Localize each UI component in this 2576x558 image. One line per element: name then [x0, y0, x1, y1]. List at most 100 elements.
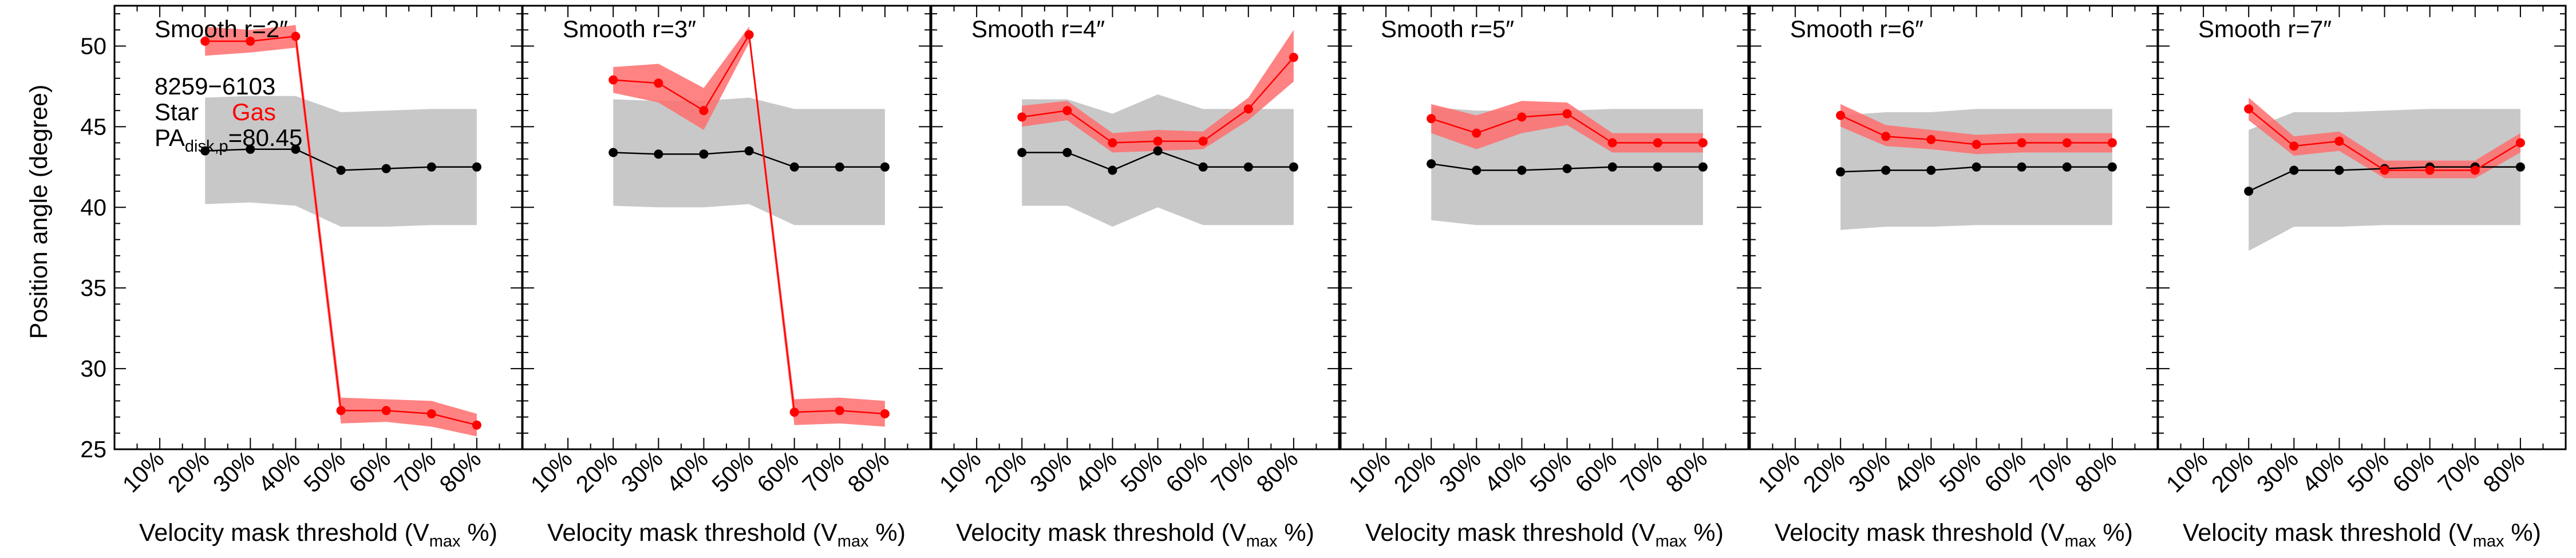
panel-title: Smooth r=5″ [1381, 15, 1514, 42]
gas-data-point [1881, 132, 1891, 141]
y-tick-label: 40 [80, 194, 106, 220]
legend-star-label: Star [155, 98, 199, 125]
plot-frame [1749, 5, 2159, 450]
gas-data-point [200, 37, 210, 46]
gas-data-point [1062, 106, 1072, 116]
star-data-point [2244, 187, 2254, 196]
star-data-point [1427, 159, 1436, 169]
gas-uncertainty-band [1840, 104, 2112, 155]
x-axis-label: Velocity mask threshold (Vmax %) [2183, 519, 2541, 551]
chart-panel-3: 10%20%30%40%50%60%70%80% Smooth r=4″ Veloc… [930, 5, 1340, 551]
y-axis-label: Position angle (degree) [25, 85, 53, 339]
star-data-point [336, 165, 346, 175]
gas-data-point [880, 409, 890, 418]
chart-panel-4: 10%20%30%40%50%60%70%80% Smooth r=5″ Veloc… [1340, 5, 1749, 551]
panels: 25303540455010%20%30%40%50%60%70%80%Smoo… [80, 5, 2567, 551]
gas-data-point [1198, 136, 1208, 146]
star-data-point [1062, 148, 1072, 157]
x-tick-label: 50% [2342, 446, 2394, 498]
x-tick-label: 70% [2433, 446, 2485, 498]
x-axis-label: Velocity mask threshold (Vmax %) [139, 519, 497, 551]
star-data-point [2334, 165, 2344, 175]
gas-data-point [2334, 136, 2344, 146]
plot-area [200, 25, 481, 437]
star-data-point [1517, 165, 1527, 175]
star-data-point [1153, 146, 1163, 156]
x-tick-label: 10% [1344, 446, 1396, 498]
star-data-point [1698, 162, 1708, 172]
star-data-point [1243, 162, 1253, 172]
gas-data-point [2289, 141, 2299, 151]
plot-frame [1340, 5, 1749, 450]
star-data-point [2515, 162, 2525, 172]
x-tick-label: 70% [797, 446, 850, 498]
star-data-point [609, 148, 618, 157]
star-data-point [1926, 165, 1936, 175]
star-data-point [654, 149, 663, 159]
gas-uncertainty-band [613, 26, 885, 427]
star-uncertainty-band [205, 96, 477, 227]
star-data-point [426, 162, 436, 172]
star-data-point [2017, 162, 2026, 172]
gas-data-point [426, 409, 436, 418]
gas-data-point [744, 30, 754, 39]
plot-frame [2157, 5, 2567, 450]
x-tick-label: 60% [2388, 446, 2440, 498]
gas-data-point [472, 420, 481, 430]
plot-area [2244, 97, 2525, 251]
legend-gas-label: Gas [232, 98, 276, 125]
gas-data-point [699, 106, 709, 116]
x-tick-label: 10% [526, 446, 578, 498]
star-data-point [1562, 164, 1572, 173]
star-data-point [472, 162, 481, 172]
x-axis-label: Velocity mask threshold (Vmax %) [1365, 519, 1724, 551]
gas-data-point [1153, 136, 1163, 146]
x-tick-label: 20% [2206, 446, 2258, 498]
plot-area [1017, 30, 1298, 227]
x-tick-label: 70% [389, 446, 441, 498]
x-tick-label: 40% [661, 446, 713, 498]
x-tick-label: 40% [1070, 446, 1122, 498]
x-tick-label: 50% [298, 446, 350, 498]
x-tick-label: 70% [1615, 446, 1668, 498]
star-data-point [835, 162, 844, 172]
x-tick-label: 40% [1888, 446, 1941, 498]
gas-data-point [2425, 165, 2435, 175]
star-data-point [880, 162, 890, 172]
x-tick-label: 70% [1206, 446, 1258, 498]
star-data-point [1653, 162, 1662, 172]
gas-data-point [1289, 53, 1298, 62]
x-tick-label: 80% [2070, 446, 2122, 498]
y-tick-label: 25 [80, 436, 106, 462]
x-tick-label: 40% [2297, 446, 2349, 498]
gas-data-point [1698, 138, 1708, 148]
x-tick-label: 70% [2025, 446, 2077, 498]
gas-data-point [2062, 138, 2072, 148]
chart-panel-6: 10%20%30%40%50%60%70%80% Smooth r=7″ Veloc… [2157, 5, 2567, 551]
chart-panel-1: 25 30 35 40 45 50 10%20%30%40%50%60%70%80% Smoo… [80, 5, 523, 551]
star-data-point [1017, 148, 1027, 157]
plot-area [1836, 104, 2117, 230]
panel-title: Smooth r=4″ [971, 15, 1105, 42]
gas-data-point [1607, 138, 1617, 148]
x-tick-label: 10% [1753, 446, 1805, 498]
star-data-point [246, 144, 255, 154]
chart-panel-5: 10%20%30%40%50%60%70%80% Smooth r=6″ Veloc… [1749, 5, 2159, 551]
gas-uncertainty-band [1431, 101, 1703, 153]
star-data-point [789, 162, 799, 172]
gas-data-point [1971, 140, 1981, 149]
x-tick-label: 60% [1570, 446, 1622, 498]
x-tick-label: 40% [253, 446, 305, 498]
gas-data-point [1472, 128, 1481, 138]
x-tick-label: 30% [2251, 446, 2304, 498]
gas-data-point [2107, 138, 2117, 148]
panel-title: Smooth r=3″ [563, 15, 696, 42]
x-tick-label: 30% [1434, 446, 1486, 498]
chart-panel-2: 10%20%30%40%50%60%70%80% Smooth r=3″ Veloc… [521, 5, 931, 551]
panel-title: Smooth r=2″ [155, 15, 288, 42]
gas-data-point [654, 78, 663, 88]
gas-data-point [1427, 114, 1436, 124]
star-data-point [1836, 167, 1846, 177]
x-tick-label: 60% [344, 446, 396, 498]
